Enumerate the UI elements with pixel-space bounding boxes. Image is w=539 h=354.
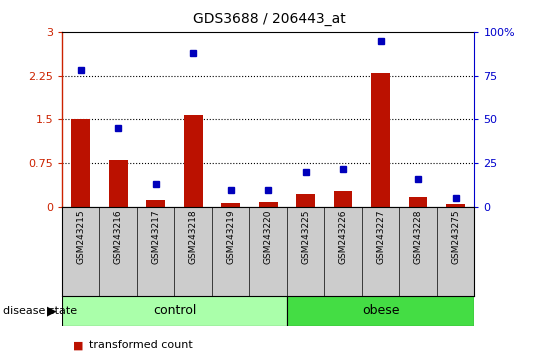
Text: control: control [153, 304, 196, 317]
Bar [109, 160, 128, 207]
Bar [71, 120, 90, 207]
Text: GSM243215: GSM243215 [76, 210, 85, 264]
Text: transformed count: transformed count [89, 340, 192, 350]
Text: GSM243218: GSM243218 [189, 210, 198, 264]
Bar [146, 200, 165, 207]
Text: ▶: ▶ [47, 304, 57, 317]
Bar [446, 204, 465, 207]
Text: GSM243220: GSM243220 [264, 210, 273, 264]
Text: GDS3688 / 206443_at: GDS3688 / 206443_at [193, 12, 346, 27]
Text: GSM243228: GSM243228 [413, 210, 423, 264]
Bar [371, 73, 390, 207]
Text: GSM243216: GSM243216 [114, 210, 123, 264]
Text: ■: ■ [73, 340, 83, 350]
Text: GSM243219: GSM243219 [226, 210, 235, 264]
Bar [334, 191, 353, 207]
Text: obese: obese [362, 304, 399, 317]
Bar [184, 115, 203, 207]
Bar [287, 296, 474, 326]
Bar [62, 296, 287, 326]
Text: GSM243226: GSM243226 [338, 210, 348, 264]
Bar [409, 196, 427, 207]
Text: GSM243275: GSM243275 [451, 210, 460, 264]
Bar [296, 194, 315, 207]
Text: GSM243217: GSM243217 [151, 210, 160, 264]
Bar [259, 202, 278, 207]
Text: GSM243227: GSM243227 [376, 210, 385, 264]
Text: disease state: disease state [3, 306, 77, 316]
Text: GSM243225: GSM243225 [301, 210, 310, 264]
Bar [222, 203, 240, 207]
